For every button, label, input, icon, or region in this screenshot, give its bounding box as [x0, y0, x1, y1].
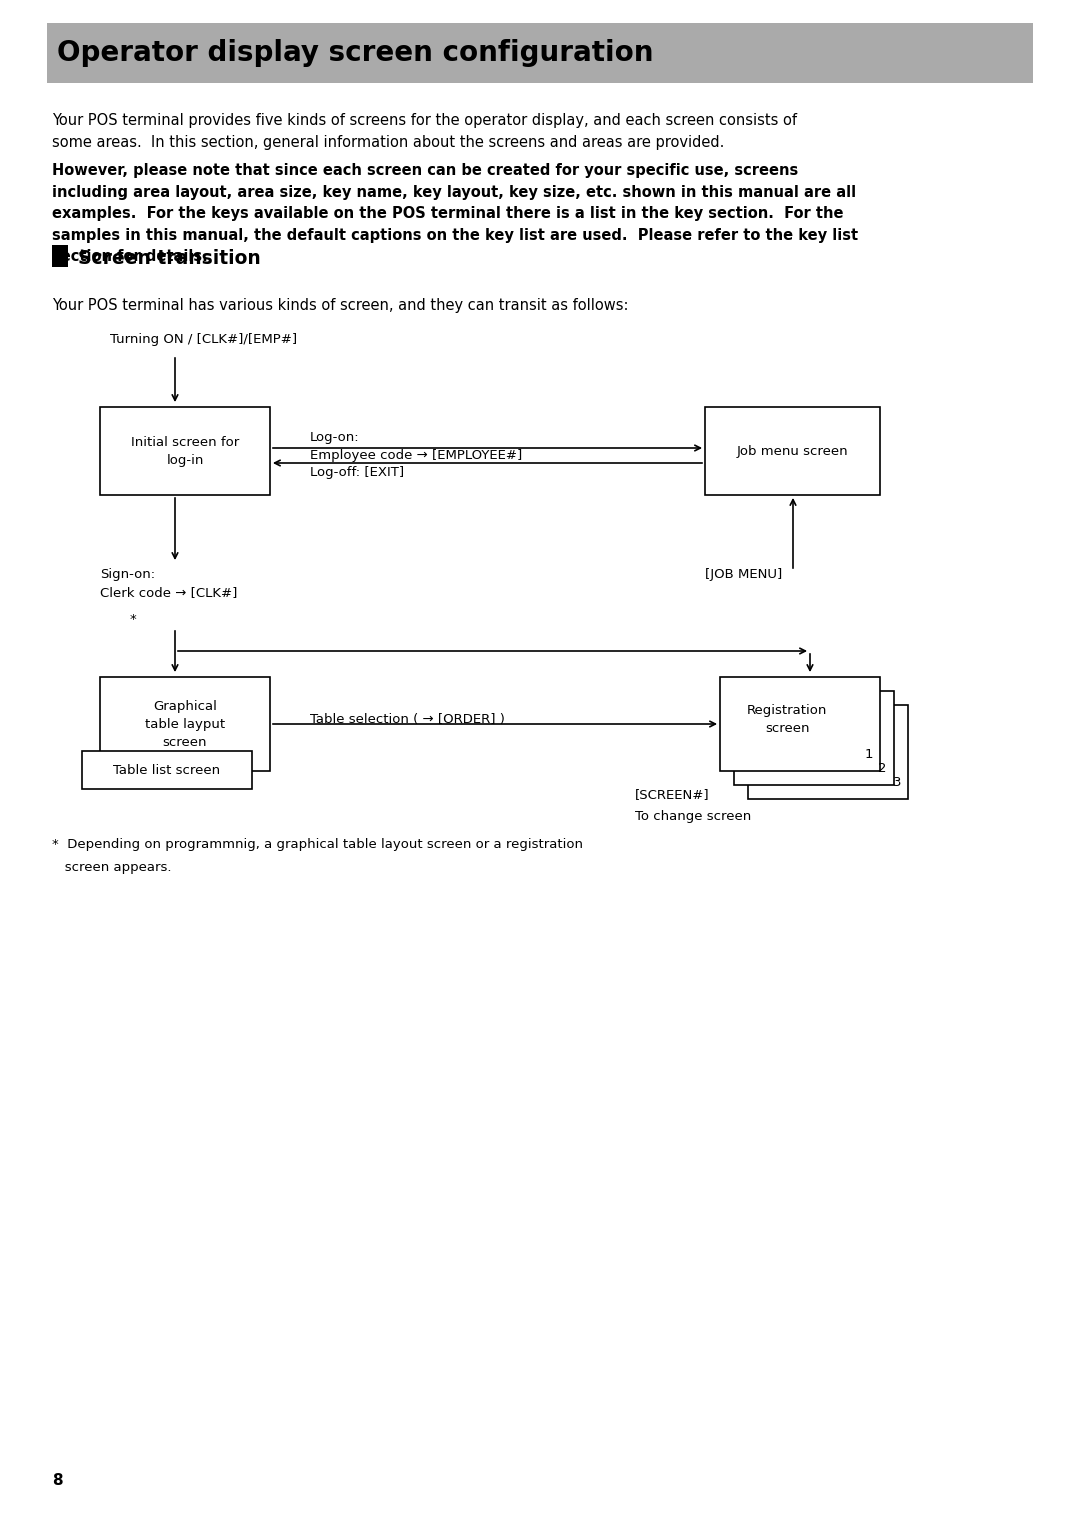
Bar	[48, 23, 1032, 82]
Bar	[82, 751, 252, 789]
Text: Table list screen: Table list screen	[113, 763, 220, 777]
Text: Turning ON / [CLK#]/[EMP#]: Turning ON / [CLK#]/[EMP#]	[110, 334, 297, 346]
Bar	[720, 678, 880, 771]
Bar	[734, 691, 894, 784]
Bar	[100, 407, 270, 495]
Text: *  Depending on programmnig, a graphical table layout screen or a registration: * Depending on programmnig, a graphical …	[52, 838, 583, 851]
Text: Registration
screen: Registration screen	[747, 704, 827, 734]
Text: [SCREEN#]: [SCREEN#]	[635, 787, 710, 801]
Text: Table selection ( → [ORDER] ): Table selection ( → [ORDER] )	[310, 713, 504, 726]
Text: Your POS terminal provides five kinds of screens for the operator display, and e: Your POS terminal provides five kinds of…	[52, 113, 797, 149]
Text: Job menu screen: Job menu screen	[737, 445, 848, 457]
Bar	[52, 245, 68, 267]
Text: screen appears.: screen appears.	[52, 860, 172, 874]
Bar	[748, 705, 908, 800]
Text: 8: 8	[52, 1473, 63, 1488]
Text: Operator display screen configuration: Operator display screen configuration	[57, 40, 653, 67]
Text: Initial screen for
log-in: Initial screen for log-in	[131, 436, 239, 466]
Text: 2: 2	[878, 762, 887, 775]
Text: Screen transition: Screen transition	[78, 248, 260, 268]
Bar	[705, 407, 880, 495]
Text: *: *	[130, 612, 137, 626]
Text: Graphical
table layput
screen: Graphical table layput screen	[145, 699, 225, 748]
Text: Log-off: [EXIT]: Log-off: [EXIT]	[310, 466, 404, 480]
Text: Sign-on:
Clerk code → [CLK#]: Sign-on: Clerk code → [CLK#]	[100, 568, 238, 599]
Text: 1: 1	[864, 748, 873, 762]
Text: [JOB MENU]: [JOB MENU]	[705, 568, 782, 580]
Bar	[100, 678, 270, 771]
Text: However, please note that since each screen can be created for your specific use: However, please note that since each scr…	[52, 163, 859, 265]
Text: Log-on:
Employee code → [EMPLOYEE#]: Log-on: Employee code → [EMPLOYEE#]	[310, 431, 523, 461]
Text: Your POS terminal has various kinds of screen, and they can transit as follows:: Your POS terminal has various kinds of s…	[52, 299, 629, 314]
Text: To change screen: To change screen	[635, 810, 752, 822]
Text: 3: 3	[892, 777, 901, 789]
